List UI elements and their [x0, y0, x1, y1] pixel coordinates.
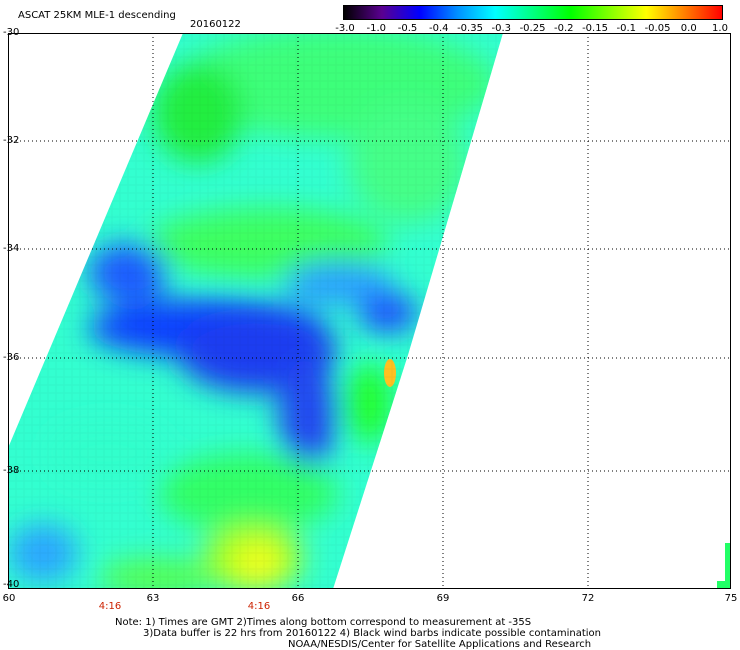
lat-label: -36 — [3, 352, 20, 363]
cb-label: -3.0 — [335, 23, 355, 34]
lon-label: 72 — [581, 593, 595, 604]
cb-label: -0.15 — [582, 23, 608, 34]
lon-label: 75 — [724, 593, 738, 604]
cb-label: -0.4 — [428, 23, 449, 34]
cb-label: -0.1 — [616, 23, 637, 34]
lat-label: -40 — [3, 579, 20, 590]
edge-data-strip — [717, 543, 731, 589]
product-title: ASCAT 25KM MLE-1 descending — [18, 10, 176, 21]
cb-label: 1.0 — [712, 23, 728, 34]
pass-time-label: 4:16 — [247, 601, 271, 612]
lat-label: -38 — [3, 465, 20, 476]
pass-time-label: 4:16 — [98, 601, 122, 612]
wind-swath-map — [8, 33, 731, 589]
cb-label: -0.5 — [397, 23, 418, 34]
lon-label: 69 — [436, 593, 450, 604]
cb-label: -0.25 — [519, 23, 546, 34]
lat-lon-grid — [8, 33, 731, 589]
cb-label: -0.05 — [644, 23, 671, 34]
map-frame — [8, 33, 731, 589]
lon-label: 66 — [291, 593, 305, 604]
cb-label: -0.3 — [491, 23, 512, 34]
cb-label: -0.2 — [553, 23, 574, 34]
lon-label: 60 — [2, 593, 16, 604]
note-line-2: 3)Data buffer is 22 hrs from 20160122 4)… — [143, 628, 601, 639]
product-date: 20160122 — [190, 19, 241, 30]
note-line-3: NOAA/NESDIS/Center for Satellite Applica… — [288, 639, 592, 650]
color-bar-labels: -3.0 -1.0 -0.5 -0.4 -0.35 -0.3 -0.25 -0.… — [0, 23, 740, 37]
cb-label: 0.0 — [680, 23, 697, 34]
swath-data — [8, 33, 503, 589]
lat-label: -30 — [3, 27, 20, 38]
cb-label: -0.35 — [457, 23, 483, 34]
lat-label: -34 — [3, 243, 20, 254]
cb-label: -1.0 — [366, 23, 387, 34]
note-line-1: Note: 1) Times are GMT 2)Times along bot… — [115, 617, 532, 628]
color-bar — [343, 5, 723, 20]
lon-label: 63 — [146, 593, 160, 604]
lat-label: -32 — [3, 135, 20, 146]
